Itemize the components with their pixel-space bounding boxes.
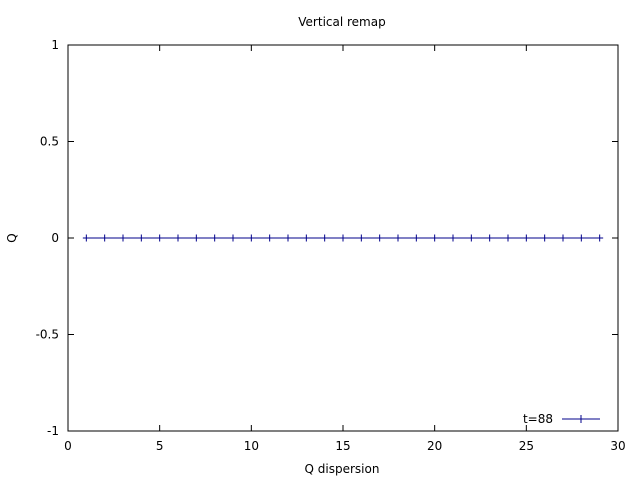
data-point — [137, 234, 145, 242]
y-axis: -1 -0.5 0 0.5 1 — [36, 38, 618, 438]
x-tick-label: 25 — [519, 439, 534, 453]
y-tick-label: -1 — [47, 424, 59, 438]
legend: t=88 — [523, 412, 600, 426]
y-tick-label: 0 — [51, 231, 59, 245]
data-point — [449, 234, 457, 242]
x-axis: 0 5 10 15 20 25 30 — [64, 45, 626, 453]
y-tick-label: 0.5 — [40, 135, 59, 149]
x-tick-label: 15 — [335, 439, 350, 453]
data-point — [229, 234, 237, 242]
data-point — [577, 234, 585, 242]
data-point — [504, 234, 512, 242]
data-point — [247, 234, 255, 242]
data-point — [302, 234, 310, 242]
data-point — [412, 234, 420, 242]
x-tick-label: 5 — [156, 439, 164, 453]
data-point — [284, 234, 292, 242]
x-tick-label: 0 — [64, 439, 72, 453]
y-tick-label: 1 — [51, 38, 59, 52]
y-axis-label: Q — [5, 233, 19, 242]
data-point — [486, 234, 494, 242]
data-point — [211, 234, 219, 242]
x-tick-label: 20 — [427, 439, 442, 453]
y-tick-label: -0.5 — [36, 328, 59, 342]
data-point — [559, 234, 567, 242]
data-point — [541, 234, 549, 242]
data-point — [156, 234, 164, 242]
data-point — [339, 234, 347, 242]
data-point — [431, 234, 439, 242]
x-axis-label: Q dispersion — [305, 462, 380, 476]
data-point — [82, 234, 90, 242]
data-point — [394, 234, 402, 242]
data-point — [174, 234, 182, 242]
data-point — [596, 234, 604, 242]
data-point — [376, 234, 384, 242]
data-point — [101, 234, 109, 242]
x-tick-label: 10 — [244, 439, 259, 453]
data-point — [357, 234, 365, 242]
data-point — [522, 234, 530, 242]
data-point — [119, 234, 127, 242]
x-tick-label: 30 — [610, 439, 625, 453]
data-point — [467, 234, 475, 242]
data-point — [321, 234, 329, 242]
chart-title: Vertical remap — [298, 15, 385, 29]
data-point — [192, 234, 200, 242]
legend-label: t=88 — [523, 412, 553, 426]
series-layer — [82, 234, 604, 242]
data-point — [266, 234, 274, 242]
